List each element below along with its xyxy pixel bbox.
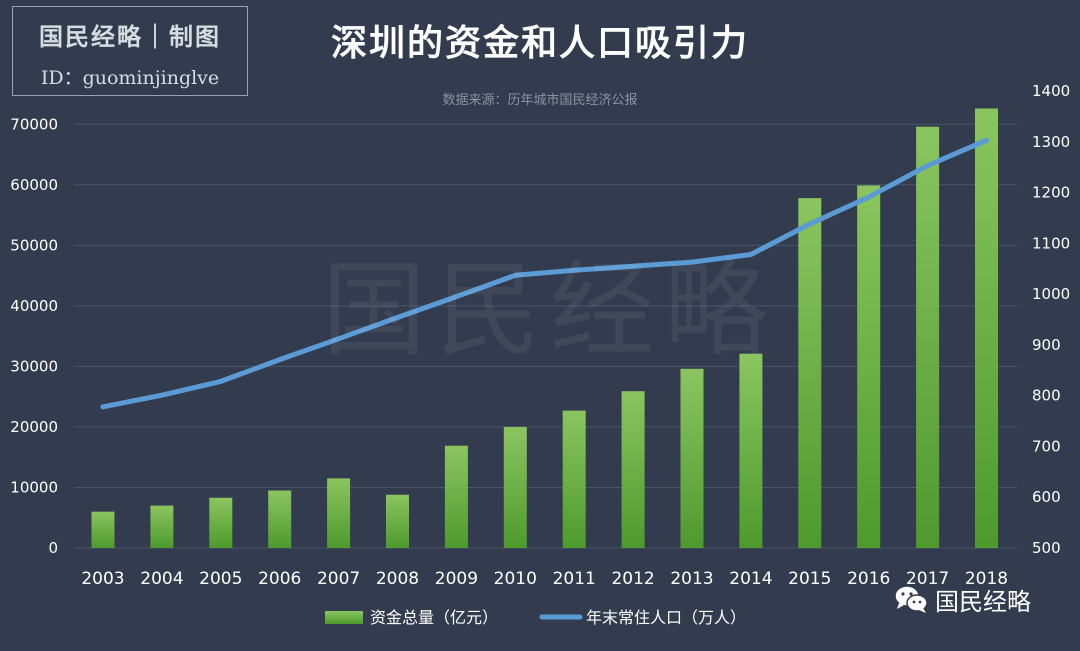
right-tick-label: 500 bbox=[1032, 539, 1061, 557]
line-point bbox=[218, 378, 224, 384]
line-point bbox=[866, 194, 872, 200]
line-point bbox=[453, 294, 459, 300]
left-tick-label: 10000 bbox=[10, 478, 58, 496]
right-tick-label: 1300 bbox=[1032, 133, 1070, 151]
line-point bbox=[807, 221, 813, 227]
brand-mark: 国民经略 bbox=[893, 582, 1031, 616]
right-tick-label: 1400 bbox=[1032, 82, 1070, 100]
bar-series bbox=[91, 108, 998, 549]
x-tick-label: 2015 bbox=[788, 569, 831, 589]
legend-line-label: 年末常住人口（万人） bbox=[586, 608, 746, 627]
bar bbox=[268, 490, 292, 548]
grid-lines bbox=[74, 123, 1017, 549]
x-tick-label: 2006 bbox=[258, 569, 301, 589]
line-series bbox=[100, 137, 989, 410]
line-point bbox=[984, 137, 989, 143]
left-tick-label: 40000 bbox=[10, 297, 58, 315]
line-point bbox=[630, 263, 636, 269]
line-point bbox=[100, 404, 106, 410]
bar bbox=[150, 505, 174, 548]
line-point bbox=[159, 392, 165, 398]
left-tick-label: 70000 bbox=[10, 115, 58, 133]
x-tick-label: 2007 bbox=[317, 569, 360, 589]
legend: 资金总量（亿元） 年末常住人口（万人） bbox=[325, 608, 746, 627]
right-tick-label: 800 bbox=[1032, 387, 1061, 405]
badge-title: 国民经略｜制图 bbox=[39, 22, 221, 51]
line-point bbox=[512, 272, 518, 278]
right-tick-label: 1200 bbox=[1032, 184, 1070, 202]
x-tick-label: 2012 bbox=[611, 569, 654, 589]
x-tick-label: 2004 bbox=[140, 569, 183, 589]
right-tick-label: 600 bbox=[1032, 488, 1061, 506]
left-tick-label: 50000 bbox=[10, 236, 58, 254]
bar bbox=[562, 410, 586, 548]
line-point bbox=[336, 336, 342, 342]
right-tick-label: 1100 bbox=[1032, 234, 1070, 252]
bar bbox=[91, 511, 115, 548]
line-point bbox=[925, 163, 931, 169]
bar bbox=[209, 497, 233, 548]
x-tick-label: 2010 bbox=[494, 569, 537, 589]
x-tick-label: 2003 bbox=[81, 569, 124, 589]
left-axis-ticks: 0 10000 20000 30000 40000 50000 60000 70000 bbox=[10, 115, 58, 557]
bar bbox=[503, 426, 527, 548]
x-tick-label: 2005 bbox=[199, 569, 242, 589]
data-source: 数据来源：历年城市国民经济公报 bbox=[442, 93, 638, 108]
author-badge: 国民经略｜制图 ID：guominjinglve bbox=[12, 6, 248, 96]
x-tick-label: 2017 bbox=[906, 569, 949, 589]
x-tick-label: 2013 bbox=[670, 569, 713, 589]
bar bbox=[386, 494, 409, 548]
watermark: 国民经略 bbox=[321, 249, 778, 371]
x-tick-label: 2016 bbox=[847, 569, 890, 589]
bar bbox=[621, 391, 645, 548]
left-tick-label: 0 bbox=[48, 539, 58, 557]
right-tick-label: 1000 bbox=[1032, 285, 1070, 303]
bar bbox=[739, 353, 763, 548]
badge-id: ID：guominjinglve bbox=[40, 67, 220, 89]
wechat-icon bbox=[894, 585, 928, 613]
legend-bar-swatch bbox=[325, 611, 363, 624]
bar bbox=[798, 198, 822, 548]
bar bbox=[916, 126, 940, 549]
line-point bbox=[689, 259, 695, 265]
x-tick-label: 2018 bbox=[965, 569, 1008, 589]
right-axis-ticks: 500 600 700 800 900 1000 1100 1200 1300 1400 bbox=[1032, 82, 1070, 557]
right-tick-label: 900 bbox=[1032, 336, 1061, 354]
chart-title: 深圳的资金和人口吸引力 bbox=[330, 23, 749, 64]
bar bbox=[444, 445, 468, 548]
left-tick-label: 20000 bbox=[10, 418, 58, 436]
x-axis-ticks: 2003 2004 2005 2006 2007 2008 2009 2010 2011 2012… bbox=[81, 569, 1008, 589]
bar bbox=[857, 185, 881, 548]
x-tick-label: 2009 bbox=[435, 569, 478, 589]
legend-bar-label: 资金总量（亿元） bbox=[370, 608, 498, 627]
bar bbox=[975, 108, 998, 548]
x-tick-label: 2011 bbox=[553, 569, 596, 589]
right-tick-label: 700 bbox=[1032, 437, 1061, 455]
series-line bbox=[100, 137, 989, 410]
x-tick-label: 2008 bbox=[376, 569, 419, 589]
line-point bbox=[277, 357, 283, 363]
line-point bbox=[748, 252, 754, 258]
x-tick-label: 2014 bbox=[729, 569, 772, 589]
brand-label: 国民经略 bbox=[935, 587, 1031, 616]
bar bbox=[680, 368, 704, 548]
line-point bbox=[571, 267, 577, 273]
bar bbox=[327, 478, 351, 548]
left-tick-label: 60000 bbox=[10, 176, 58, 194]
left-tick-label: 30000 bbox=[10, 357, 58, 375]
line-point bbox=[395, 314, 400, 320]
